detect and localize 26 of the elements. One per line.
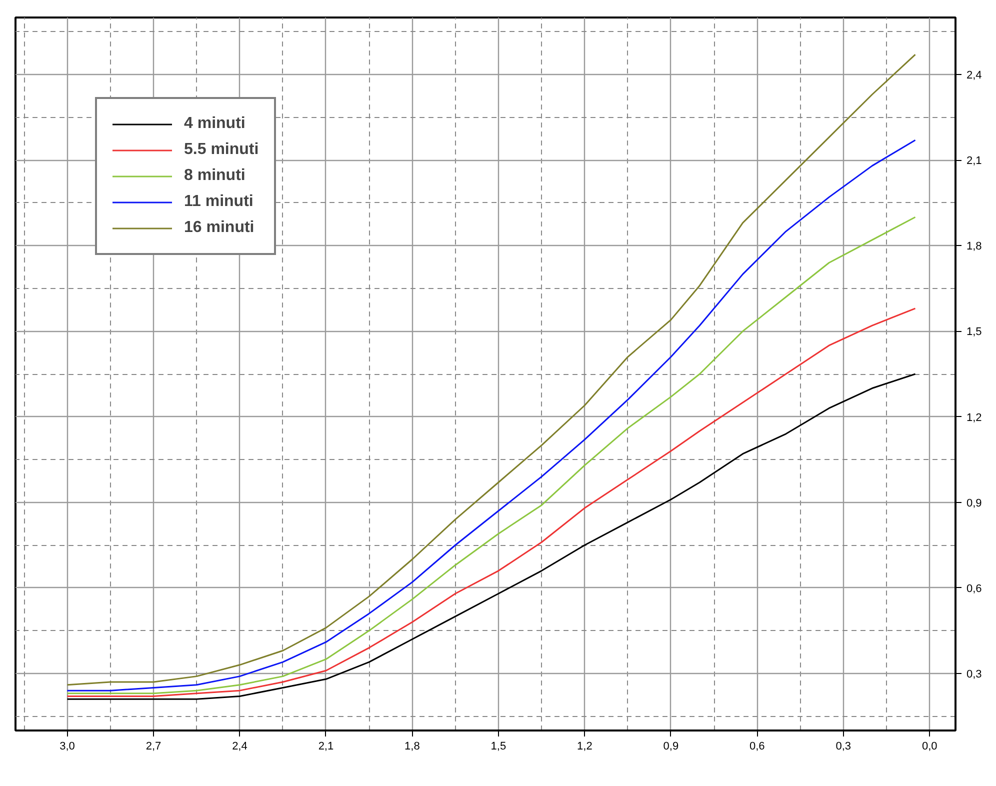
x-tick-label: 2,1 bbox=[318, 740, 334, 752]
x-tick-label: 1,8 bbox=[404, 740, 420, 752]
legend-label: 5.5 minuti bbox=[184, 141, 259, 159]
y-tick-label: 2,1 bbox=[966, 155, 982, 168]
y-tick-label: 2,4 bbox=[966, 70, 982, 82]
line-series bbox=[66, 373, 916, 700]
x-tick-label: 3,0 bbox=[60, 740, 75, 752]
y-tick-label: 0,3 bbox=[966, 668, 982, 680]
x-tick-label: 1,2 bbox=[577, 740, 592, 752]
y-tick-label: 0,9 bbox=[966, 497, 982, 510]
legend-label: 16 minuti bbox=[184, 219, 254, 237]
line-series bbox=[66, 308, 916, 698]
x-tick-label: 0,3 bbox=[836, 740, 852, 752]
y-tick-label: 1,8 bbox=[966, 240, 982, 253]
legend-label: 4 minuti bbox=[184, 115, 246, 133]
y-tick-label: 0,6 bbox=[966, 582, 982, 595]
legend-label: 8 minuti bbox=[184, 167, 246, 185]
legend-label: 11 minuti bbox=[184, 193, 254, 211]
x-tick-label: 2,7 bbox=[146, 740, 162, 752]
x-tick-label: 0,9 bbox=[663, 740, 679, 752]
x-tick-label: 1,5 bbox=[490, 740, 506, 752]
x-tick-label: 0,0 bbox=[922, 740, 938, 752]
x-tick-label: 2,4 bbox=[232, 740, 248, 752]
x-tick-label: 0,6 bbox=[750, 740, 765, 752]
y-tick-label: 1,5 bbox=[966, 326, 982, 338]
y-tick-label: 1,2 bbox=[966, 412, 982, 424]
